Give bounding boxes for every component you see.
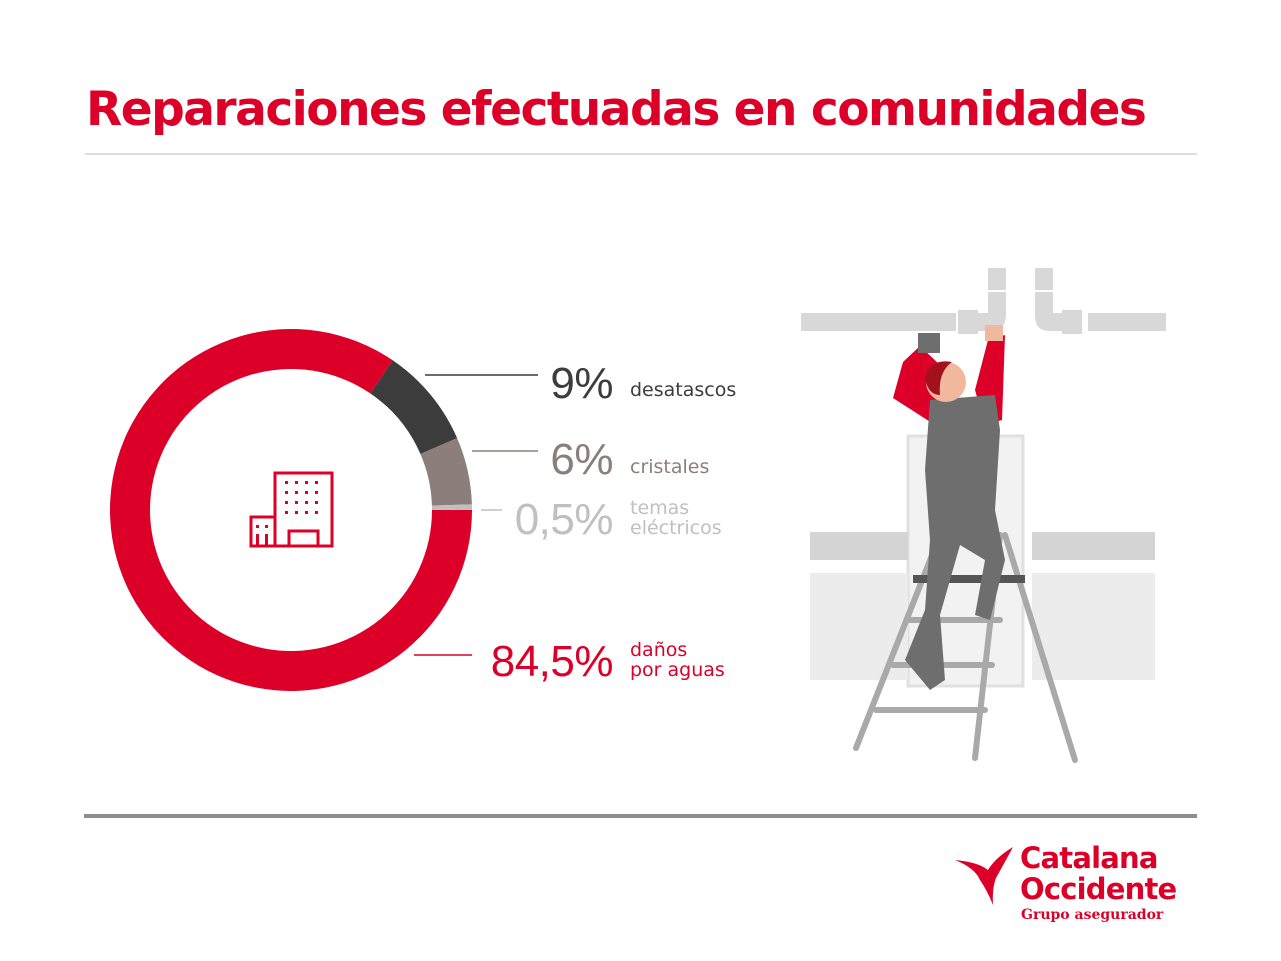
building-icon <box>249 471 334 548</box>
title-divider <box>85 153 1197 155</box>
page-title: Reparaciones efectuadas en comunidades <box>86 82 1147 137</box>
donut-chart <box>110 329 538 691</box>
logo-name: Catalana Occidente <box>1020 841 1177 906</box>
slice-label-desatascos: desatascos <box>630 379 737 401</box>
slice-value-electricos: 0,5% <box>514 495 614 544</box>
footer-divider <box>84 814 1197 818</box>
slice-label-aguas: daños por aguas <box>630 639 725 681</box>
donut-slice-1 <box>420 438 472 506</box>
donut-slice-0 <box>370 360 458 455</box>
logo-subtitle: Grupo asegurador <box>1021 907 1164 923</box>
slice-value-desatascos: 9% <box>550 359 613 408</box>
slice-label-electricos: temas eléctricos <box>630 497 722 539</box>
donut-slice-2 <box>431 504 472 510</box>
leader-lines <box>414 374 538 656</box>
slice-value-aguas: 84,5% <box>490 637 614 686</box>
slice-value-cristales: 6% <box>550 435 613 484</box>
plumber-on-ladder-illustration <box>801 268 1166 763</box>
donut-slices <box>110 329 473 691</box>
catalana-occidente-logo-icon <box>955 847 1013 905</box>
slice-label-cristales: cristales <box>630 456 710 478</box>
